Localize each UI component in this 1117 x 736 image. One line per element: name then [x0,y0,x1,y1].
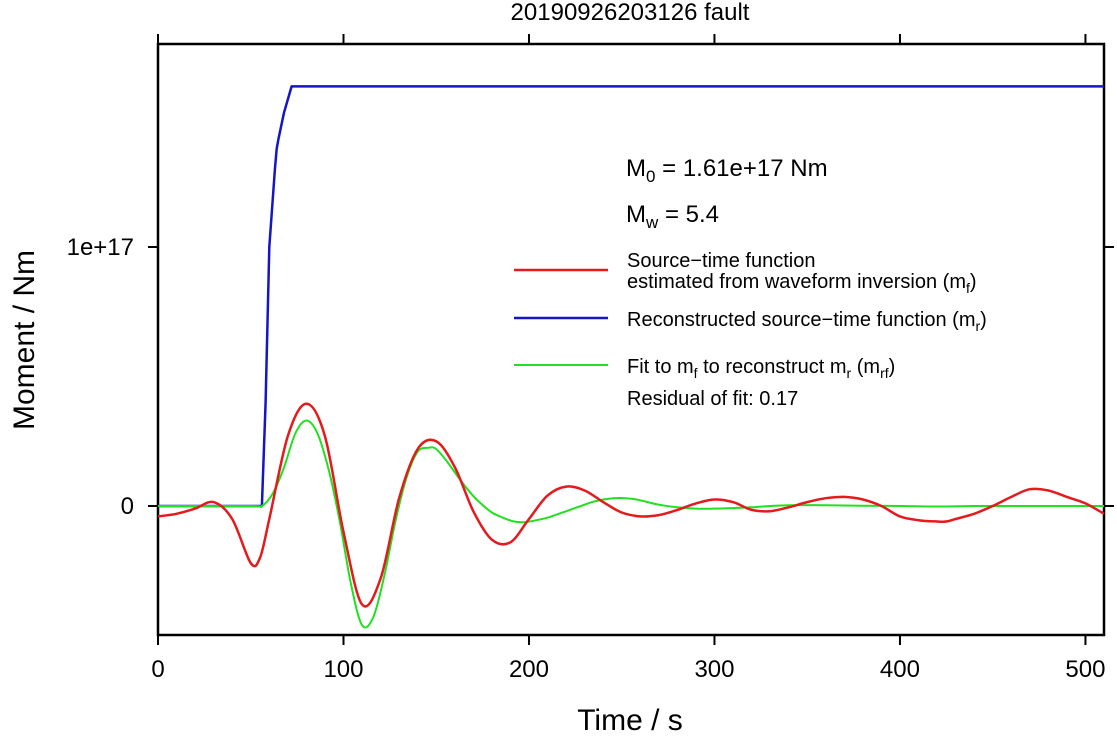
x-tick-label: 400 [880,656,920,683]
x-tick-label: 200 [509,656,549,683]
y-axis-label: Moment / Nm [8,250,41,430]
legend-reconstructed-sub: r [976,318,981,334]
x-axis-label: Time / s [577,704,683,736]
legend-source-line2: estimated from waveform inversion (m [627,271,966,293]
legend-fit-sub3: rf [880,365,889,381]
series-line-source-time-function [157,402,1105,608]
x-tick-label: 300 [694,656,734,683]
legend-source-sub: f [966,280,970,296]
svg-text:Mw = 5.4: Mw = 5.4 [626,201,719,232]
legend-fit-mid2: (m [851,356,880,378]
mw-subscript: w [645,213,659,232]
x-tick-label: 500 [1065,656,1105,683]
svg-text:Source−time function: Source−time function [627,250,815,272]
y-axis: 0 1e+17 [67,234,1114,520]
x-axis: 0 100 200 300 400 500 [151,34,1105,683]
x-tick-label: 100 [323,656,363,683]
y-tick-label: 1e+17 [67,234,134,261]
legend-fit-sub2: r [847,365,852,381]
mw-value: = 5.4 [658,201,719,228]
m0-value: = 1.61e+17 Nm [655,155,827,182]
mw-symbol: M [626,201,646,228]
legend-reconstructed-label: Reconstructed source−time function (m [627,309,976,331]
mw-annotation: Mw = 5.4 [626,201,719,232]
residual-label: Residual of fit: 0.17 [627,388,798,410]
svg-text:estimated from waveform invers: estimated from waveform inversion (mf) [627,271,977,296]
svg-text:Reconstructed source−time func: Reconstructed source−time function (mr) [627,309,987,334]
m0-annotation: M0 = 1.61e+17 Nm [626,155,828,186]
m0-symbol: M [626,155,646,182]
svg-text:M0 = 1.61e+17 Nm: M0 = 1.61e+17 Nm [626,155,828,186]
legend-fit-mid: to reconstruct m [698,356,847,378]
legend-source-line1: Source−time function [627,250,815,272]
series-line-fit [158,419,1104,629]
series-layer [157,85,1105,629]
chart-title: 20190926203126 fault [511,0,750,26]
legend-fit-sub1: f [694,365,698,381]
x-tick-label: 0 [151,656,164,683]
series-line-reconstructed [158,85,1104,508]
y-tick-label: 0 [121,493,134,520]
legend-fit-label: Fit to m [627,356,694,378]
legend-source-post: ) [970,271,977,293]
legend-fit-post: ) [889,356,896,378]
legend: Source−time function estimated from wave… [514,250,987,410]
m0-subscript: 0 [646,167,655,186]
plot-frame [156,42,1106,637]
svg-text:Fit to mf to reconstruct mr (m: Fit to mf to reconstruct mr (mrf) [627,356,895,381]
legend-reconstructed-post: ) [980,309,987,331]
